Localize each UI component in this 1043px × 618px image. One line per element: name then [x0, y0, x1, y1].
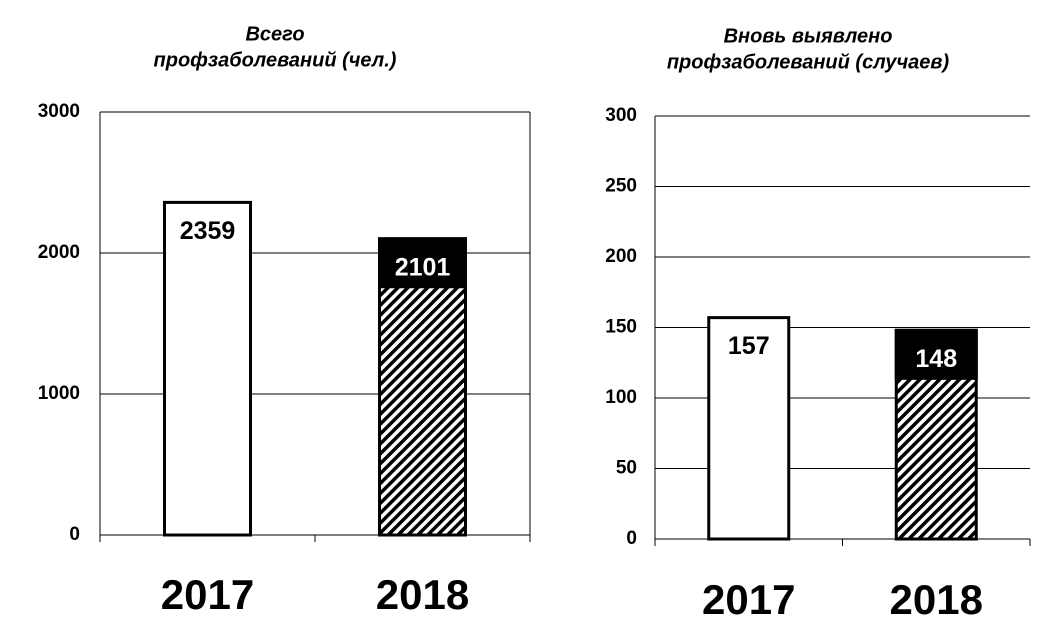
x-tick-label: 2017 — [702, 576, 795, 618]
value-label: 2101 — [395, 253, 451, 281]
y-tick-label: 3000 — [38, 101, 80, 122]
x-tick-label: 2017 — [161, 571, 254, 618]
value-label: 157 — [728, 332, 770, 360]
value-label: 2359 — [180, 217, 236, 245]
y-tick-label: 1000 — [38, 383, 80, 404]
y-tick-label: 50 — [616, 458, 637, 479]
y-tick-label: 0 — [69, 524, 80, 545]
x-tick-label: 2018 — [376, 571, 469, 618]
y-tick-label: 300 — [605, 105, 637, 126]
chart-title: Вновь выявлено — [724, 25, 893, 47]
bar — [707, 316, 791, 541]
chart-title: профзаболеваний (чел.) — [154, 49, 397, 71]
value-label-box — [378, 237, 467, 289]
y-tick-label: 2000 — [38, 242, 80, 263]
y-tick-label: 150 — [605, 317, 637, 338]
chart-title: Всего — [245, 23, 304, 45]
value-label: 148 — [915, 345, 957, 373]
y-tick-label: 100 — [605, 387, 637, 408]
bar — [163, 200, 252, 537]
y-tick-label: 250 — [605, 176, 637, 197]
y-tick-label: 200 — [605, 246, 637, 267]
y-tick-label: 0 — [626, 528, 637, 549]
value-label-box — [894, 328, 978, 380]
x-tick-label: 2018 — [890, 576, 983, 618]
chart-title: профзаболеваний (случаев) — [667, 51, 950, 73]
